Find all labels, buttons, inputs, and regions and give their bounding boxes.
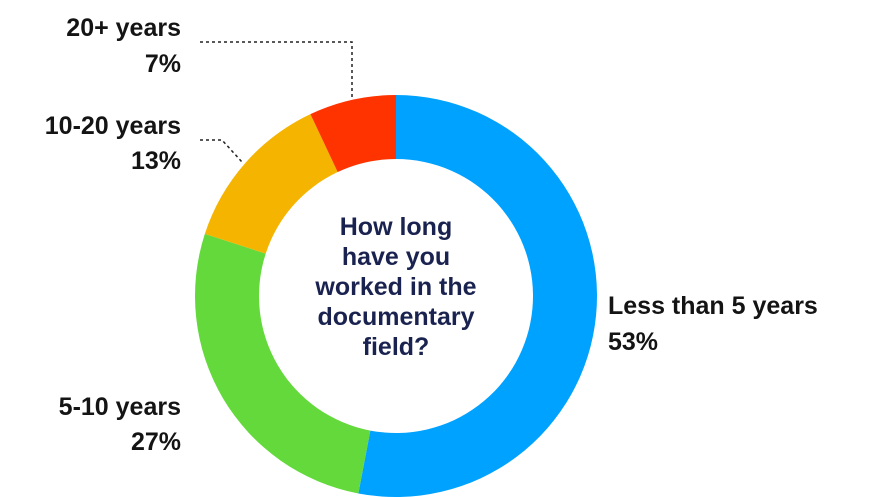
center-title-line: field?	[362, 333, 430, 361]
chart-center-title: How long have you worked in the document…	[296, 212, 496, 362]
slice-5-10-years	[195, 233, 371, 494]
leader-line-10-20-years	[200, 139, 243, 163]
slice-10-20-years	[204, 114, 338, 254]
slice-label-less-than-5-years: Less than 5 years	[608, 292, 818, 320]
slice-label-20-plus-years: 20+ years	[66, 14, 181, 42]
slice-20-years	[310, 95, 396, 173]
center-title-line: documentary	[317, 303, 475, 331]
slice-label-10-20-years: 10-20 years	[45, 112, 181, 140]
slice-value-less-than-5-years: 53%	[608, 328, 658, 356]
slice-value-10-20-years: 13%	[131, 147, 181, 175]
donut-slices	[195, 95, 597, 497]
center-title-line: worked in the	[315, 273, 477, 301]
center-title-line: have you	[341, 243, 451, 271]
leader-line-20-plus-years	[200, 41, 353, 97]
slice-value-5-10-years: 27%	[131, 428, 181, 456]
slice-value-20-plus-years: 7%	[145, 50, 181, 78]
slice-label-5-10-years: 5-10 years	[59, 393, 181, 421]
center-title-line: How long	[339, 213, 453, 241]
slice-less-than-5-years	[358, 95, 597, 497]
